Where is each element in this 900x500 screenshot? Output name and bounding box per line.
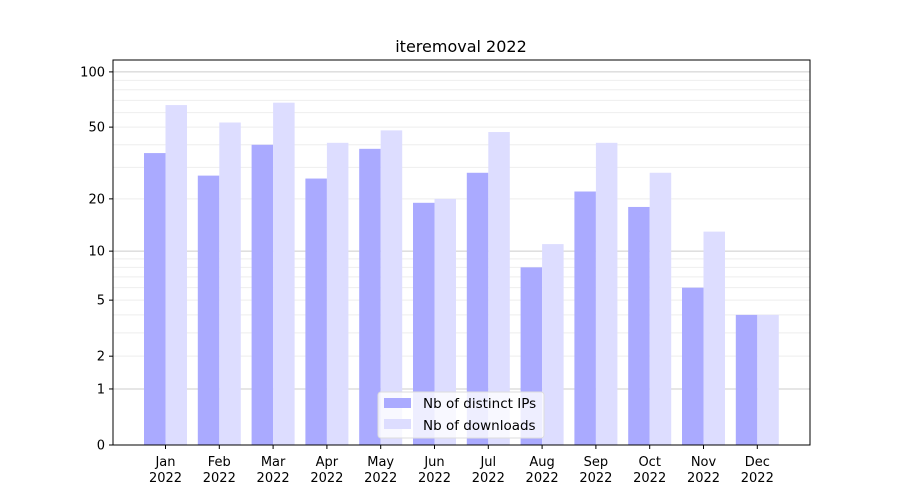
- x-tick-label: Feb 2022: [203, 455, 236, 486]
- bar-downloads: [380, 130, 403, 445]
- legend-label-downloads: Nb of downloads: [423, 418, 536, 434]
- bar-distinct-ips: [144, 153, 166, 445]
- bar-downloads: [595, 142, 618, 446]
- bar-downloads: [326, 142, 349, 446]
- x-tick-label: Jun 2022: [418, 455, 451, 486]
- bar-distinct-ips: [735, 314, 758, 445]
- bar-downloads: [703, 231, 725, 445]
- bar-downloads: [649, 172, 672, 445]
- bar-downloads: [542, 244, 564, 445]
- bar-distinct-ips: [305, 178, 327, 446]
- x-tick-label: Aug 2022: [526, 455, 559, 486]
- y-tick-label: 50: [88, 121, 105, 136]
- y-tick-label: 20: [88, 192, 105, 207]
- bar-distinct-ips: [359, 148, 381, 445]
- y-tick-label: 0: [97, 439, 105, 454]
- x-tick-label: Nov 2022: [687, 455, 720, 486]
- plot-frame: [112, 59, 811, 446]
- legend: Nb of distinct IPs Nb of downloads: [377, 391, 545, 439]
- y-tick-label: 100: [80, 65, 105, 80]
- x-tick-label: Sep 2022: [579, 455, 612, 486]
- y-tick-label: 10: [88, 245, 105, 260]
- x-tick-label: Dec 2022: [741, 455, 774, 486]
- legend-swatch-ips: [384, 398, 411, 408]
- bar-downloads: [434, 198, 456, 445]
- legend-box: [377, 391, 545, 439]
- legend-swatch-downloads: [384, 419, 411, 429]
- x-tick-label: Jul 2022: [472, 455, 505, 486]
- bar-downloads: [165, 105, 187, 445]
- bar-distinct-ips: [628, 206, 650, 445]
- bar-distinct-ips: [197, 175, 220, 445]
- bar-downloads: [488, 132, 510, 446]
- chart-title: iteremoval 2022: [395, 37, 527, 56]
- y-tick-label: 1: [97, 382, 105, 397]
- x-tick-label: Mar 2022: [257, 455, 290, 486]
- bar-distinct-ips: [466, 172, 489, 445]
- bar-downloads: [273, 102, 295, 446]
- x-tick-label: May 2022: [364, 455, 397, 486]
- x-tick-label: Jan 2022: [149, 455, 182, 486]
- y-tick-label: 2: [97, 350, 105, 365]
- bar-distinct-ips: [682, 287, 704, 445]
- bar-downloads: [219, 122, 241, 446]
- bar-distinct-ips: [574, 191, 596, 445]
- y-tick-label: 5: [97, 294, 105, 309]
- bar-distinct-ips: [413, 202, 435, 445]
- bar-downloads: [757, 314, 779, 445]
- x-tick-label: Apr 2022: [310, 455, 343, 486]
- bar-distinct-ips: [251, 144, 274, 446]
- x-tick-label: Oct 2022: [633, 455, 666, 486]
- legend-label-ips: Nb of distinct IPs: [423, 396, 536, 412]
